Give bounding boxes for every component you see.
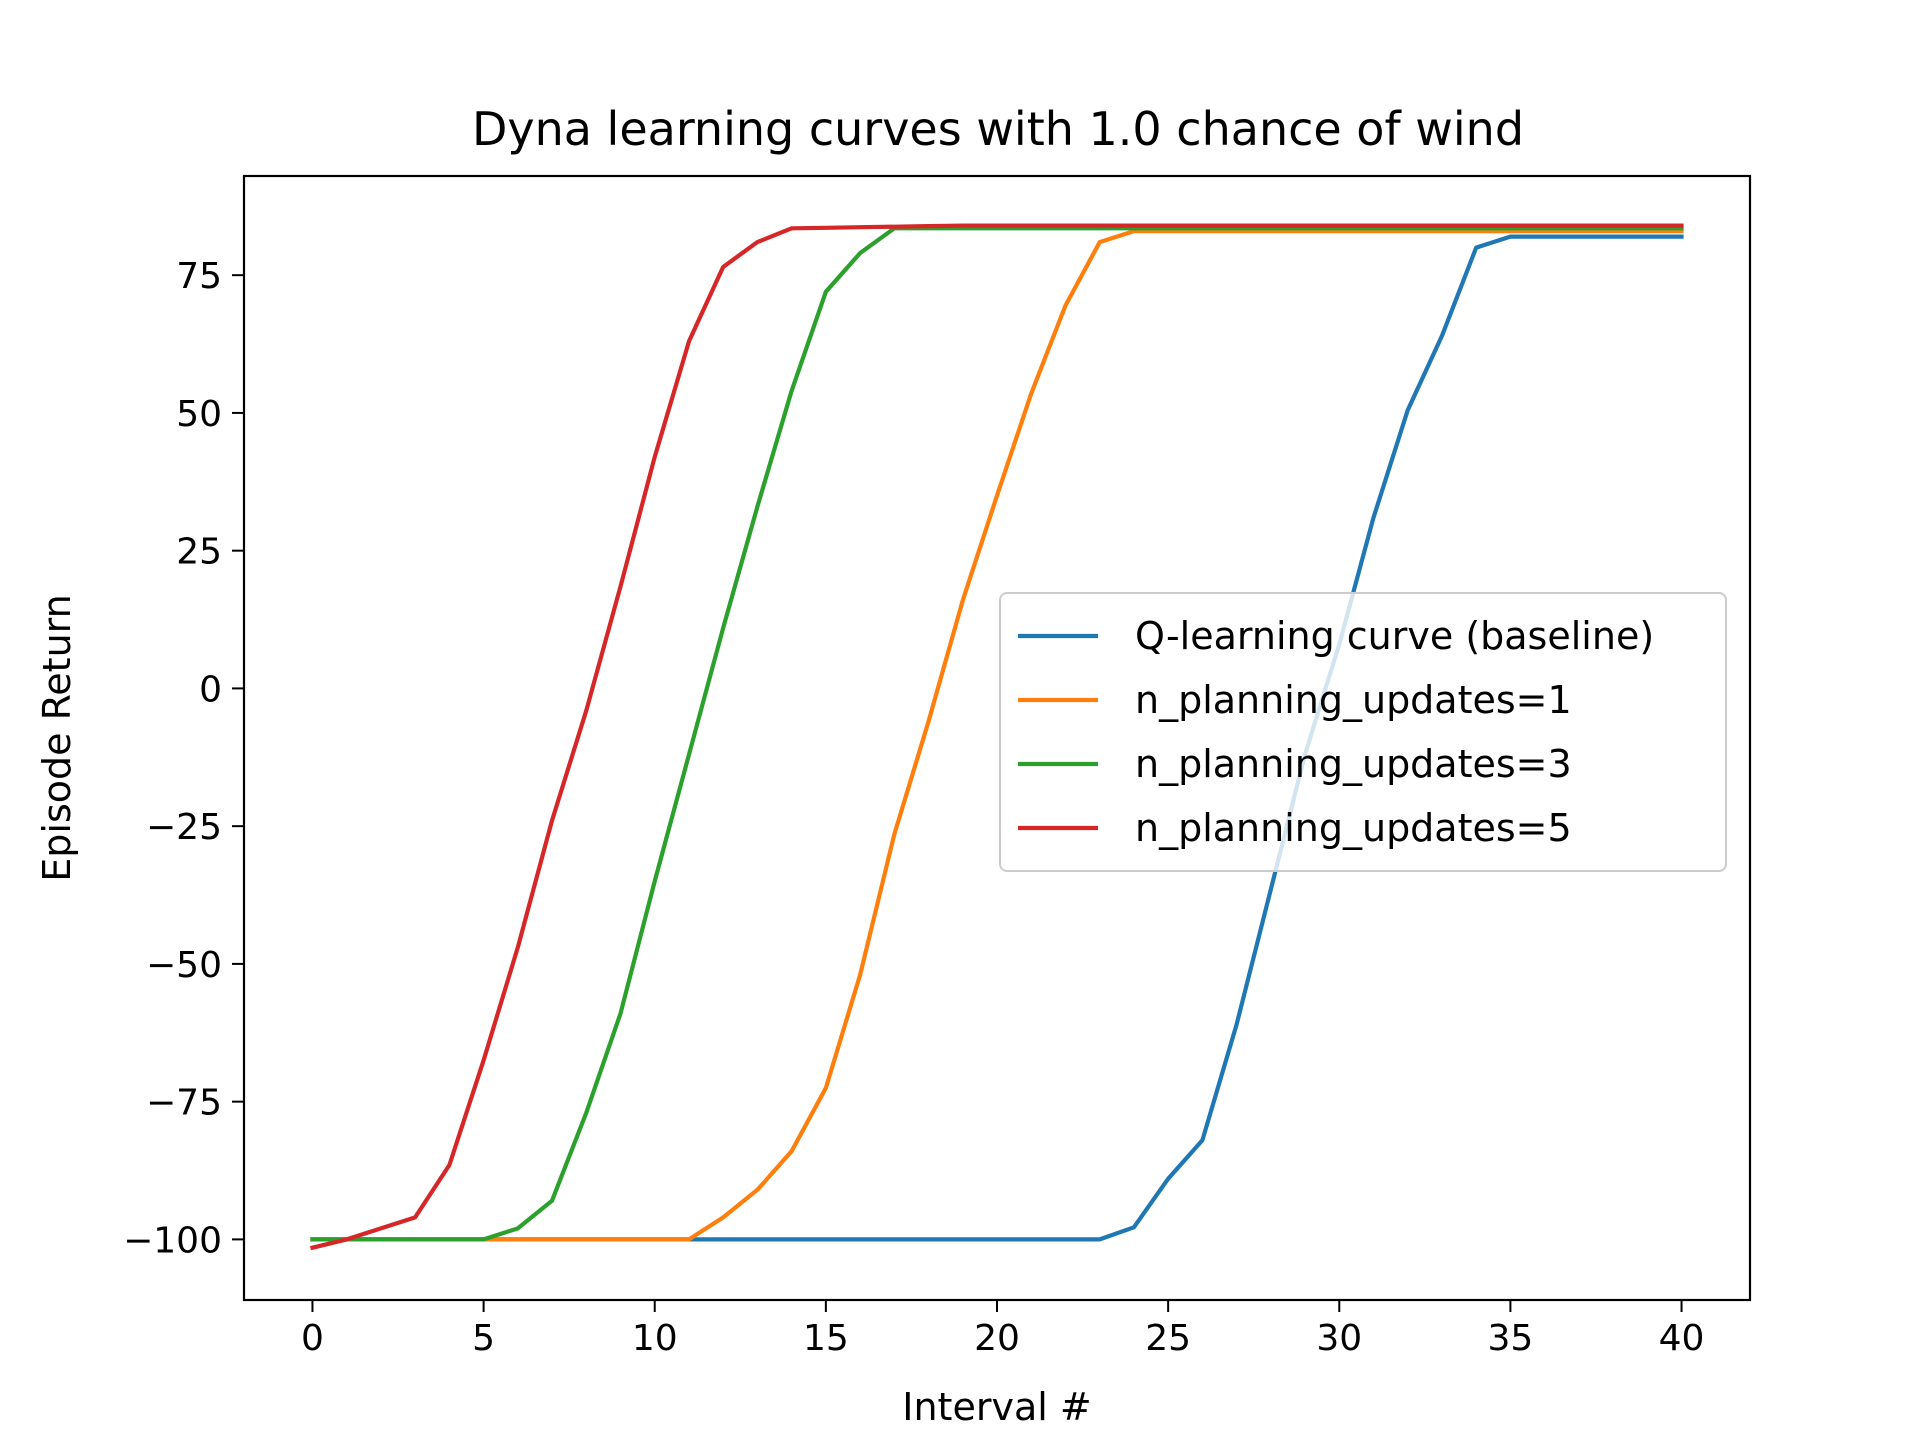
chart-title: Dyna learning curves with 1.0 chance of … <box>472 102 1524 156</box>
y-tick-label: 75 <box>176 256 222 297</box>
legend-label-3: n_planning_updates=5 <box>1135 806 1572 850</box>
y-tick-label: 25 <box>176 532 222 573</box>
series-layer <box>309 223 1684 1251</box>
x-tick-label: 40 <box>1659 1318 1705 1359</box>
series-line-2 <box>310 226 1684 1242</box>
y-tick-label: 50 <box>176 394 222 435</box>
y-tick-label: −75 <box>146 1083 222 1124</box>
series-line-3 <box>309 223 1684 1251</box>
series-line-1 <box>310 229 1684 1242</box>
x-axis-label: Interval # <box>902 1385 1091 1429</box>
x-tick-label: 0 <box>301 1318 324 1359</box>
x-axis: 0 5 10 15 20 25 30 35 40 <box>301 1300 1704 1359</box>
x-tick-label: 5 <box>472 1318 495 1359</box>
x-tick-label: 35 <box>1488 1318 1534 1359</box>
legend-label-2: n_planning_updates=3 <box>1135 742 1572 786</box>
x-tick-label: 10 <box>632 1318 678 1359</box>
legend: Q-learning curve (baseline) n_planning_up… <box>999 592 1727 872</box>
legend-label-1: n_planning_updates=1 <box>1135 678 1572 722</box>
x-tick-label: 25 <box>1145 1318 1191 1359</box>
y-tick-label: 0 <box>199 669 222 710</box>
y-tick-label: −100 <box>123 1220 222 1261</box>
legend-label-0: Q-learning curve (baseline) <box>1135 614 1654 658</box>
y-axis-label: Episode Return <box>35 594 79 881</box>
legend-box <box>999 592 1727 872</box>
x-tick-label: 20 <box>974 1318 1020 1359</box>
y-tick-label: −25 <box>146 807 222 848</box>
x-tick-label: 15 <box>803 1318 849 1359</box>
y-tick-label: −50 <box>146 945 222 986</box>
y-axis: −100 −75 −50 −25 0 25 50 75 <box>123 256 244 1261</box>
x-tick-label: 30 <box>1316 1318 1362 1359</box>
